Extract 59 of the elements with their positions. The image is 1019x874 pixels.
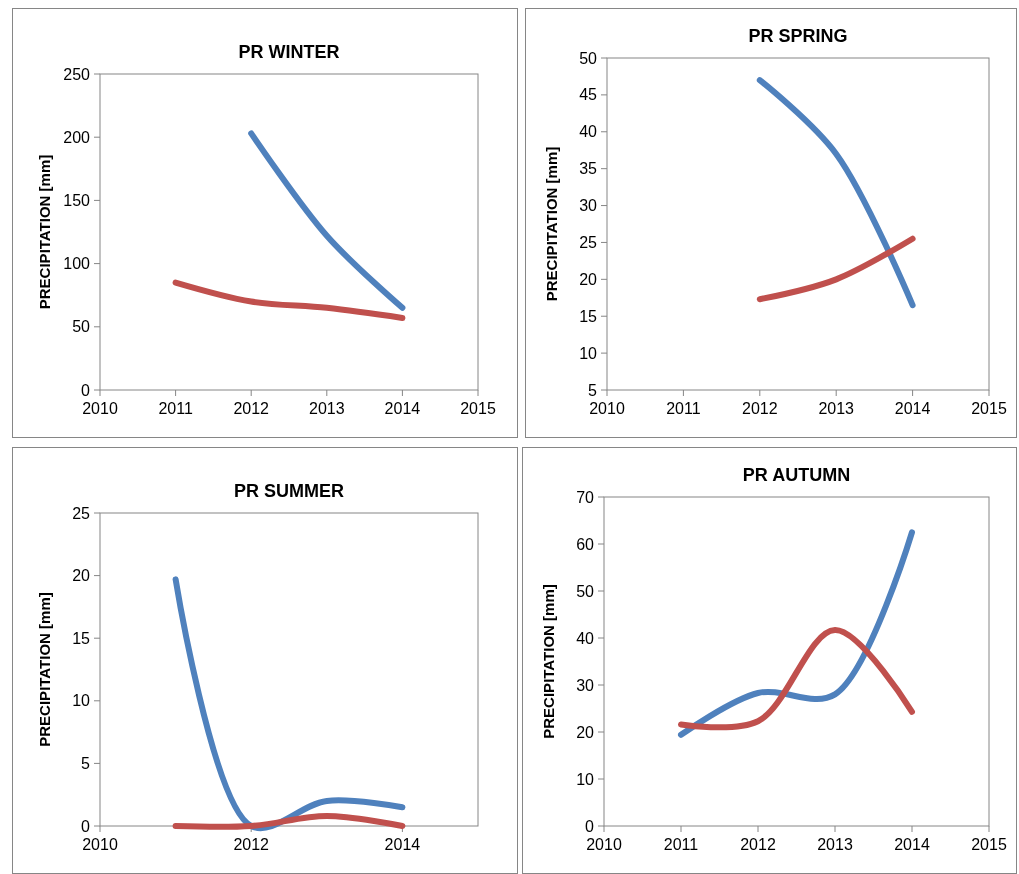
y-tick-label: 15 <box>579 307 598 325</box>
y-tick-label: 35 <box>579 160 598 178</box>
x-tick-label: 2015 <box>460 400 496 417</box>
x-tick-label: 2010 <box>82 836 118 853</box>
y-tick-label: 30 <box>579 197 598 215</box>
x-tick-label: 2012 <box>233 400 270 417</box>
y-tick-label: 60 <box>576 535 595 553</box>
y-tick-label: 25 <box>579 234 598 252</box>
y-tick-label: 40 <box>576 629 595 647</box>
y-tick-label: 100 <box>63 255 91 273</box>
x-tick-label: 2013 <box>818 400 855 417</box>
chart-title: PR WINTER <box>238 42 340 62</box>
x-tick-label: 2015 <box>971 400 1007 417</box>
x-tick-label: 2012 <box>233 836 270 853</box>
y-tick-label: 20 <box>579 270 598 288</box>
y-tick-label: 5 <box>588 381 598 399</box>
y-tick-label: 200 <box>63 128 91 146</box>
y-tick-label: 50 <box>576 582 595 600</box>
y-axis-title: PRECIPITATION [mm] <box>36 154 53 310</box>
y-tick-label: 50 <box>579 49 598 67</box>
x-tick-label: 2010 <box>586 836 622 853</box>
y-tick-label: 0 <box>81 381 91 399</box>
y-tick-label: 25 <box>72 504 91 522</box>
y-axis-title: PRECIPITATION [mm] <box>36 592 53 747</box>
y-tick-label: 20 <box>72 567 91 585</box>
x-tick-label: 2013 <box>817 836 853 853</box>
x-tick-label: 2014 <box>894 836 930 853</box>
x-tick-label: 2010 <box>82 400 118 417</box>
x-tick-label: 2011 <box>663 836 699 853</box>
y-tick-label: 10 <box>72 692 91 710</box>
x-tick-label: 2011 <box>158 400 193 417</box>
y-tick-label: 150 <box>63 192 91 209</box>
y-tick-label: 30 <box>576 676 595 694</box>
y-tick-label: 45 <box>579 86 598 104</box>
x-tick-label: 2015 <box>971 836 1007 853</box>
x-tick-label: 2014 <box>384 400 421 417</box>
y-axis-title: PRECIPITATION [mm] <box>540 584 557 739</box>
y-tick-label: 40 <box>579 123 598 141</box>
y-tick-label: 50 <box>72 318 91 336</box>
chart-title: PR SPRING <box>748 26 848 46</box>
chart-title: PR SUMMER <box>233 481 345 501</box>
x-tick-label: 2013 <box>309 400 345 417</box>
y-tick-label: 0 <box>81 817 91 835</box>
y-tick-label: 20 <box>576 723 595 741</box>
y-tick-label: 5 <box>81 755 91 772</box>
y-tick-label: 10 <box>579 344 598 362</box>
y-tick-label: 0 <box>585 817 595 835</box>
x-tick-label: 2010 <box>589 400 625 417</box>
y-tick-label: 10 <box>576 770 595 788</box>
x-tick-label: 2014 <box>894 400 931 417</box>
y-tick-label: 250 <box>63 65 91 83</box>
x-tick-label: 2012 <box>742 400 778 417</box>
y-tick-label: 70 <box>576 488 595 506</box>
chart-title: PR AUTUMN <box>742 465 851 485</box>
y-axis-title: PRECIPITATION [mm] <box>543 146 560 302</box>
x-tick-label: 2012 <box>740 836 776 853</box>
x-tick-label: 2011 <box>666 400 701 417</box>
y-tick-label: 15 <box>72 629 91 647</box>
x-tick-label: 2014 <box>384 836 421 853</box>
